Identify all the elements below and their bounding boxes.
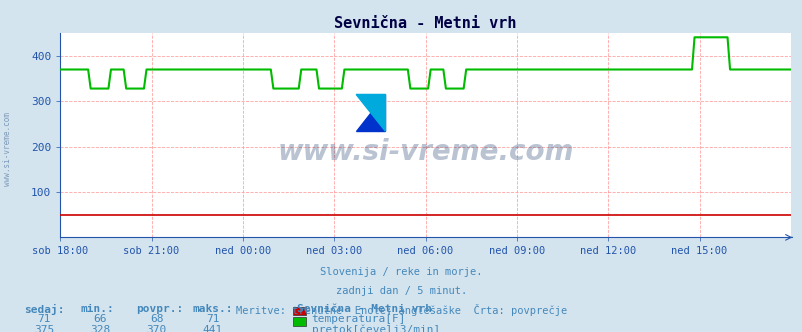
Text: 441: 441 <box>202 325 223 332</box>
Text: maks.:: maks.: <box>192 304 233 314</box>
Text: pretok[čevelj3/min]: pretok[čevelj3/min] <box>311 325 439 332</box>
Text: zadnji dan / 5 minut.: zadnji dan / 5 minut. <box>335 286 467 295</box>
Text: Sevnična - Metni vrh: Sevnična - Metni vrh <box>297 304 431 314</box>
Text: 375: 375 <box>34 325 55 332</box>
Text: sedaj:: sedaj: <box>24 304 64 315</box>
Text: povpr.:: povpr.: <box>136 304 184 314</box>
Text: www.si-vreme.com: www.si-vreme.com <box>2 113 12 186</box>
Text: 370: 370 <box>146 325 167 332</box>
Text: 71: 71 <box>38 314 51 324</box>
Text: min.:: min.: <box>80 304 114 314</box>
Title: Sevnična - Metni vrh: Sevnična - Metni vrh <box>334 16 516 31</box>
Text: 71: 71 <box>206 314 219 324</box>
Text: 68: 68 <box>150 314 163 324</box>
Text: 328: 328 <box>90 325 111 332</box>
Text: Slovenija / reke in morje.: Slovenija / reke in morje. <box>320 267 482 277</box>
Text: temperatura[F]: temperatura[F] <box>311 314 406 324</box>
Text: Meritve: trenutne  Enote: anglešaške  Črta: povprečje: Meritve: trenutne Enote: anglešaške Črta… <box>236 304 566 316</box>
Text: 66: 66 <box>94 314 107 324</box>
Text: www.si-vreme.com: www.si-vreme.com <box>277 138 573 166</box>
